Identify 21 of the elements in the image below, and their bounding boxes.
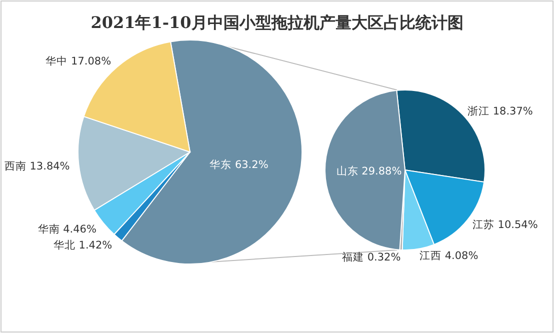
slice-label: 西南 bbox=[4, 160, 26, 172]
slice-label: 山东 bbox=[336, 166, 358, 178]
data-label: 4.46% bbox=[63, 224, 96, 236]
slice-label: 浙江 bbox=[467, 105, 490, 118]
slice-label: 江苏 bbox=[472, 218, 494, 231]
data-label: 4.08% bbox=[444, 250, 478, 262]
data-label: 63.2% bbox=[234, 158, 268, 171]
data-label: 13.84% bbox=[30, 160, 70, 172]
data-label: 0.32% bbox=[367, 251, 401, 264]
data-label: 1.42% bbox=[78, 240, 112, 252]
slice-label: 华中 bbox=[46, 55, 68, 68]
slice-label: 福建 bbox=[342, 251, 364, 264]
data-label: 17.08% bbox=[71, 55, 112, 68]
slice-label: 华北 bbox=[53, 240, 76, 252]
chart-title: 2021年1-10月中国小型拖拉机产量大区占比统计图 bbox=[90, 13, 464, 32]
data-label: 29.88% bbox=[362, 166, 402, 178]
slice-label: 江西 bbox=[420, 250, 442, 262]
slice-label: 华南 bbox=[38, 224, 60, 236]
data-label: 18.37% bbox=[492, 105, 533, 118]
slice-label: 华东 bbox=[210, 158, 232, 171]
data-label: 10.54% bbox=[498, 218, 538, 231]
